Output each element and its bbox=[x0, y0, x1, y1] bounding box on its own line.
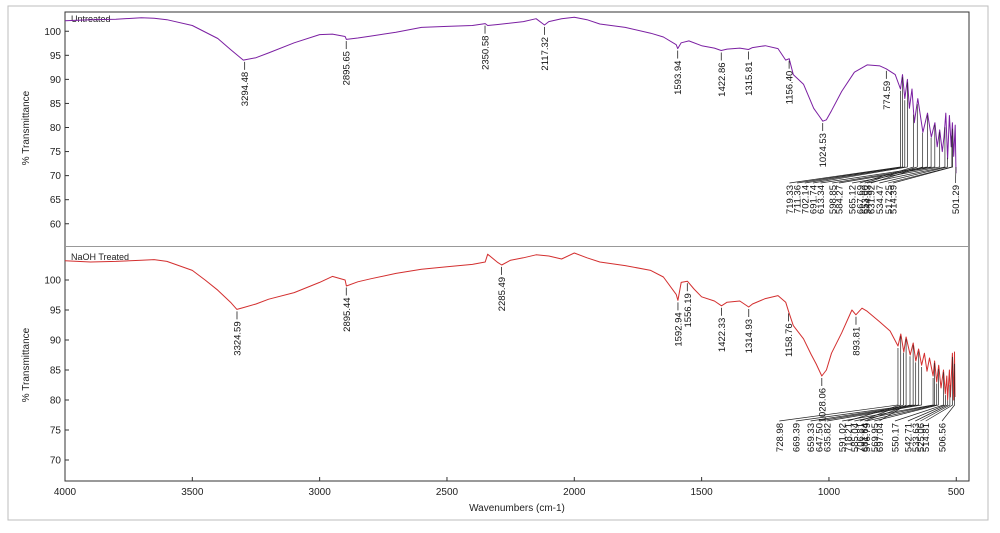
x-tick-label: 2000 bbox=[563, 487, 586, 498]
peak-label: 697.04 bbox=[875, 423, 886, 452]
peak-label: 2350.58 bbox=[481, 36, 492, 70]
peak-label: 3294.48 bbox=[240, 72, 251, 106]
x-tick-label: 500 bbox=[948, 487, 965, 498]
peak-label: 542.71 bbox=[903, 423, 914, 452]
y-tick-label: 95 bbox=[50, 51, 62, 62]
peak-label: 669.39 bbox=[791, 423, 802, 452]
peak-label: 2895.44 bbox=[342, 297, 353, 331]
x-tick-label: 3000 bbox=[309, 487, 332, 498]
legend-label: NaOH Treated bbox=[71, 252, 129, 262]
y-tick-label: 90 bbox=[50, 336, 62, 347]
y-tick-label: 70 bbox=[50, 171, 62, 182]
peak-label: 550.17 bbox=[890, 423, 901, 452]
x-tick-label: 4000 bbox=[54, 487, 77, 498]
y-tick-label: 85 bbox=[50, 99, 62, 110]
y-axis-label: % Transmittance bbox=[21, 90, 32, 165]
peak-label: 1422.86 bbox=[717, 62, 728, 96]
y-tick-label: 90 bbox=[50, 75, 62, 86]
y-axis-label: % Transmittance bbox=[21, 327, 32, 402]
peak-label: 1315.81 bbox=[744, 62, 755, 96]
peak-label: 2117.32 bbox=[540, 37, 551, 71]
y-tick-label: 85 bbox=[50, 366, 62, 377]
peak-label: 514.81 bbox=[921, 423, 932, 452]
peak-label: 1314.93 bbox=[744, 319, 755, 353]
x-tick-label: 1000 bbox=[818, 487, 841, 498]
y-tick-label: 75 bbox=[50, 147, 62, 158]
y-tick-label: 60 bbox=[50, 219, 62, 230]
peak-label: 635.82 bbox=[822, 423, 833, 452]
peak-label: 893.81 bbox=[851, 327, 862, 356]
peak-label: 2285.49 bbox=[497, 277, 508, 311]
peak-label: 681.64 bbox=[860, 423, 871, 452]
peak-label: 2895.65 bbox=[342, 51, 353, 85]
peak-label: 506.56 bbox=[938, 423, 949, 452]
peak-label: 631.92 bbox=[866, 185, 877, 214]
peak-label: 584.27 bbox=[835, 185, 846, 214]
peak-label: 1556.19 bbox=[683, 293, 694, 327]
peak-label: 1024.53 bbox=[818, 133, 829, 167]
x-axis-label: Wavenumbers (cm-1) bbox=[469, 503, 565, 514]
peak-label: 613.34 bbox=[816, 185, 827, 214]
peak-label: 728.98 bbox=[775, 423, 786, 452]
y-tick-label: 75 bbox=[50, 426, 62, 437]
peak-label: 774.59 bbox=[882, 81, 893, 110]
y-tick-label: 80 bbox=[50, 396, 62, 407]
x-tick-label: 2500 bbox=[436, 487, 459, 498]
y-tick-label: 95 bbox=[50, 306, 62, 317]
y-tick-label: 65 bbox=[50, 195, 62, 206]
peak-label: 1593.94 bbox=[673, 61, 684, 95]
y-tick-label: 70 bbox=[50, 456, 62, 467]
peak-label: 1158.76 bbox=[784, 323, 795, 357]
peak-label: 1422.33 bbox=[717, 318, 728, 352]
peak-label: 1156.40 bbox=[785, 71, 796, 105]
peak-label: 501.29 bbox=[951, 185, 962, 214]
peak-label: 514.39 bbox=[889, 185, 900, 214]
peak-label: 3324.59 bbox=[232, 321, 243, 355]
x-tick-label: 3500 bbox=[181, 487, 204, 498]
y-tick-label: 80 bbox=[50, 123, 62, 134]
y-tick-label: 100 bbox=[44, 27, 61, 38]
y-tick-label: 100 bbox=[44, 276, 61, 287]
x-tick-label: 1500 bbox=[690, 487, 713, 498]
